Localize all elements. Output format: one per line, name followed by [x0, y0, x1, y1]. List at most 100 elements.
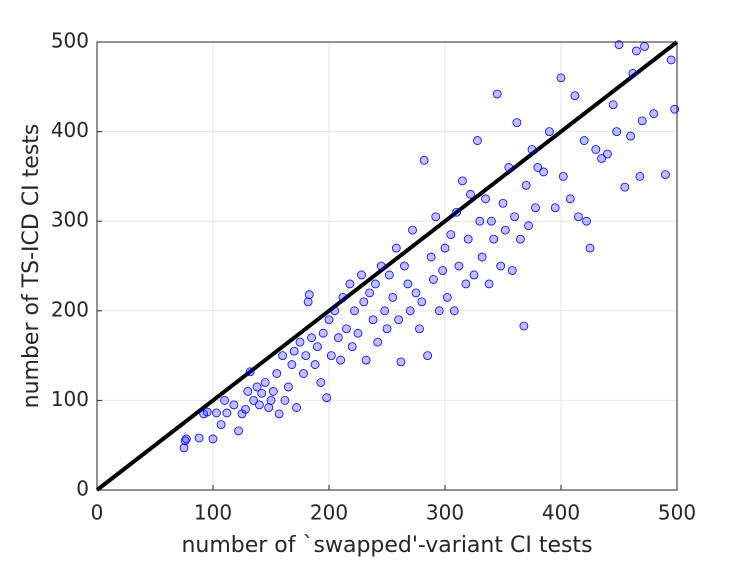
point [626, 131, 635, 141]
point [466, 189, 475, 199]
points [179, 40, 680, 453]
point [417, 297, 427, 307]
point [330, 306, 340, 316]
point [452, 207, 462, 217]
point [496, 261, 506, 271]
point [324, 315, 334, 325]
point [336, 355, 346, 365]
point [382, 324, 392, 334]
point [312, 342, 322, 352]
point [365, 288, 375, 298]
point [597, 154, 606, 163]
point [620, 182, 630, 192]
point [440, 243, 450, 253]
point [384, 270, 394, 280]
point [245, 367, 255, 377]
point [632, 46, 641, 56]
point [234, 426, 243, 436]
point [222, 408, 232, 418]
point [295, 337, 305, 347]
plot-frame [96, 41, 678, 491]
point [608, 100, 618, 110]
y-tick-label: 400 [51, 118, 89, 142]
point [475, 216, 485, 226]
point [558, 171, 568, 181]
point [423, 351, 433, 361]
point [368, 315, 378, 325]
point [507, 266, 517, 275]
point [359, 297, 369, 307]
point [394, 315, 404, 325]
point [345, 279, 355, 289]
point [579, 136, 589, 145]
point [229, 400, 239, 410]
point [449, 306, 459, 316]
point [637, 116, 647, 126]
point [357, 270, 366, 280]
point [278, 351, 288, 361]
point [353, 328, 363, 338]
x-tick-label: 500 [658, 501, 696, 525]
point [446, 230, 456, 240]
y-tick-label: 0 [76, 477, 89, 501]
point [322, 393, 332, 403]
reference-line [95, 40, 679, 492]
point [260, 378, 270, 387]
point [533, 163, 543, 172]
point [243, 387, 253, 396]
point [266, 395, 276, 405]
x-axis-label: number of `swapped'-variant CI tests [181, 533, 592, 558]
point [399, 261, 409, 271]
point [338, 292, 348, 302]
point [585, 243, 595, 253]
point [666, 55, 676, 65]
point [431, 212, 441, 222]
point [212, 408, 221, 418]
point [591, 145, 601, 154]
point [649, 109, 659, 119]
point [463, 234, 473, 244]
point [426, 252, 436, 262]
point [612, 127, 622, 137]
y-tick-label: 200 [51, 297, 89, 321]
point [391, 243, 401, 253]
point [287, 360, 297, 369]
point [373, 337, 383, 347]
point [492, 89, 502, 99]
point [268, 387, 278, 396]
point [428, 275, 438, 284]
point [350, 306, 359, 316]
x-tick-label: 100 [194, 501, 232, 525]
point [252, 382, 262, 392]
point [477, 252, 487, 262]
point [303, 297, 313, 307]
point [237, 409, 247, 419]
point [292, 403, 301, 412]
y-axis-label: number of TS-ICD CI tests [19, 124, 44, 409]
point [516, 234, 525, 244]
x-tick-label: 0 [91, 501, 104, 525]
point [220, 395, 230, 405]
point [361, 355, 371, 365]
point [316, 378, 326, 387]
point [310, 360, 320, 369]
point [469, 270, 479, 280]
point [550, 203, 560, 213]
point [442, 292, 452, 302]
point [419, 155, 429, 165]
point [283, 382, 293, 392]
point [565, 194, 575, 204]
point [304, 290, 314, 300]
point [574, 212, 583, 222]
point [512, 118, 522, 128]
point [614, 40, 624, 50]
point [438, 266, 448, 275]
point [216, 420, 226, 429]
point [434, 306, 444, 316]
point [498, 198, 508, 208]
point [524, 221, 533, 231]
y-tick-label: 100 [51, 387, 89, 411]
point [539, 167, 548, 177]
point [531, 203, 540, 213]
